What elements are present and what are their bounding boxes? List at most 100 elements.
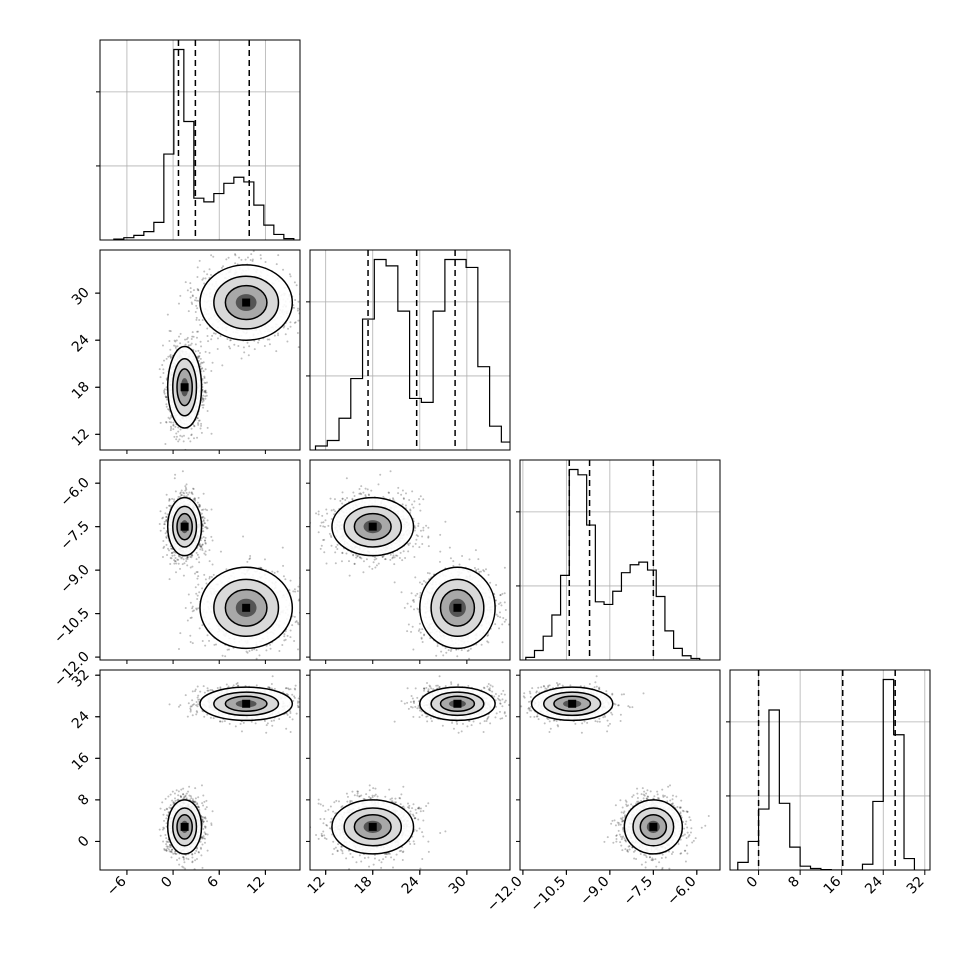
sample-point	[198, 504, 201, 507]
sample-point	[225, 568, 228, 571]
sample-point	[188, 491, 191, 494]
sample-point	[297, 346, 300, 349]
sample-point	[208, 639, 211, 642]
sample-point	[216, 337, 219, 340]
sample-point	[225, 258, 228, 261]
sample-point	[282, 575, 285, 578]
sample-point	[202, 515, 205, 518]
sample-point	[198, 504, 201, 507]
y-tick-label: 18	[69, 379, 93, 403]
sample-point	[172, 423, 175, 426]
sample-point	[173, 344, 176, 347]
sample-point	[190, 433, 193, 436]
sample-point	[181, 435, 184, 438]
sample-point	[184, 281, 187, 284]
sample-point	[186, 564, 189, 567]
sample-point	[198, 561, 201, 564]
sample-point	[202, 394, 205, 397]
sample-point	[204, 382, 207, 385]
sample-point	[177, 495, 180, 498]
sample-point	[178, 335, 181, 338]
sample-point	[195, 592, 198, 595]
sample-point	[186, 336, 189, 339]
sample-point	[221, 364, 224, 367]
sample-point	[206, 634, 209, 637]
sample-point	[213, 643, 216, 646]
panel-frame	[309, 249, 511, 451]
sample-point	[204, 550, 207, 553]
sample-point	[187, 593, 190, 596]
sample-point	[201, 401, 204, 404]
sample-point	[222, 265, 225, 268]
sample-point	[174, 340, 177, 343]
sample-point	[165, 396, 168, 399]
sample-point	[204, 553, 207, 556]
sample-point	[215, 643, 218, 646]
sample-point	[173, 339, 176, 342]
sample-point	[173, 500, 176, 503]
sample-point	[253, 348, 256, 351]
sample-point	[202, 530, 205, 533]
sample-point	[192, 289, 195, 292]
sample-point	[201, 397, 204, 400]
sample-point	[200, 367, 203, 370]
sample-point	[176, 345, 179, 348]
sample-point	[224, 655, 227, 658]
sample-point	[169, 330, 172, 333]
sample-point	[207, 340, 210, 343]
sample-point	[165, 396, 168, 399]
sample-point	[168, 498, 171, 501]
sample-point	[191, 295, 194, 298]
sample-point	[189, 555, 192, 558]
sample-point	[158, 523, 161, 526]
sample-point	[293, 615, 296, 618]
sample-point	[201, 278, 204, 281]
sample-point	[292, 590, 295, 593]
sample-point	[158, 368, 161, 371]
sample-point	[206, 527, 209, 530]
sample-point	[210, 370, 213, 373]
sample-point	[206, 273, 209, 276]
sample-point	[196, 594, 199, 597]
sample-point	[289, 579, 292, 582]
sample-point	[182, 434, 185, 437]
sample-point	[297, 623, 300, 626]
sample-point	[191, 607, 194, 610]
sample-point	[226, 648, 229, 651]
sample-point	[237, 345, 240, 348]
sample-point	[165, 493, 168, 496]
sample-point	[168, 549, 171, 552]
sample-point	[197, 349, 200, 352]
sample-point	[314, 571, 316, 573]
sample-point	[201, 543, 204, 546]
sample-point	[204, 395, 207, 398]
sample-point	[204, 277, 207, 280]
sample-point	[302, 290, 304, 292]
sample-point	[219, 550, 222, 553]
sample-point	[192, 609, 195, 612]
sample-point	[165, 405, 168, 408]
sample-point	[268, 338, 271, 341]
sample-point	[251, 260, 254, 263]
sample-point	[293, 588, 296, 591]
sample-point	[173, 562, 176, 565]
sample-point	[185, 560, 188, 563]
sample-point	[175, 571, 178, 574]
sample-point	[195, 551, 198, 554]
sample-point	[204, 508, 207, 511]
sample-point	[212, 332, 215, 335]
sample-point	[265, 649, 268, 652]
sample-point	[185, 495, 188, 498]
sample-point	[179, 491, 182, 494]
sample-point	[293, 281, 296, 284]
sample-point	[200, 345, 203, 348]
sample-point	[182, 574, 185, 577]
sample-point	[253, 648, 256, 651]
sample-point	[189, 634, 192, 637]
sample-point	[182, 494, 185, 497]
sample-point	[163, 527, 166, 530]
sample-point	[180, 489, 183, 492]
sample-point	[168, 355, 171, 358]
sample-point	[199, 545, 202, 548]
sample-point	[193, 424, 196, 427]
